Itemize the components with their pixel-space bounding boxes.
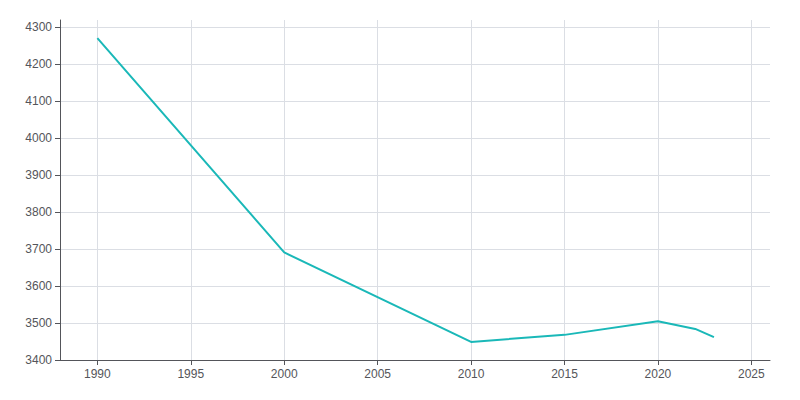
svg-text:2010: 2010	[458, 367, 485, 381]
svg-text:2020: 2020	[645, 367, 672, 381]
svg-text:2015: 2015	[551, 367, 578, 381]
svg-text:4100: 4100	[25, 94, 52, 108]
svg-text:3500: 3500	[25, 316, 52, 330]
svg-text:3600: 3600	[25, 279, 52, 293]
svg-text:2005: 2005	[364, 367, 391, 381]
svg-text:4000: 4000	[25, 131, 52, 145]
svg-text:3800: 3800	[25, 205, 52, 219]
svg-text:2000: 2000	[271, 367, 298, 381]
svg-text:3900: 3900	[25, 168, 52, 182]
svg-text:2025: 2025	[738, 367, 765, 381]
svg-text:3400: 3400	[25, 353, 52, 367]
svg-text:1995: 1995	[177, 367, 204, 381]
svg-text:1990: 1990	[84, 367, 111, 381]
svg-text:3700: 3700	[25, 242, 52, 256]
svg-text:4300: 4300	[25, 20, 52, 34]
svg-text:4200: 4200	[25, 57, 52, 71]
